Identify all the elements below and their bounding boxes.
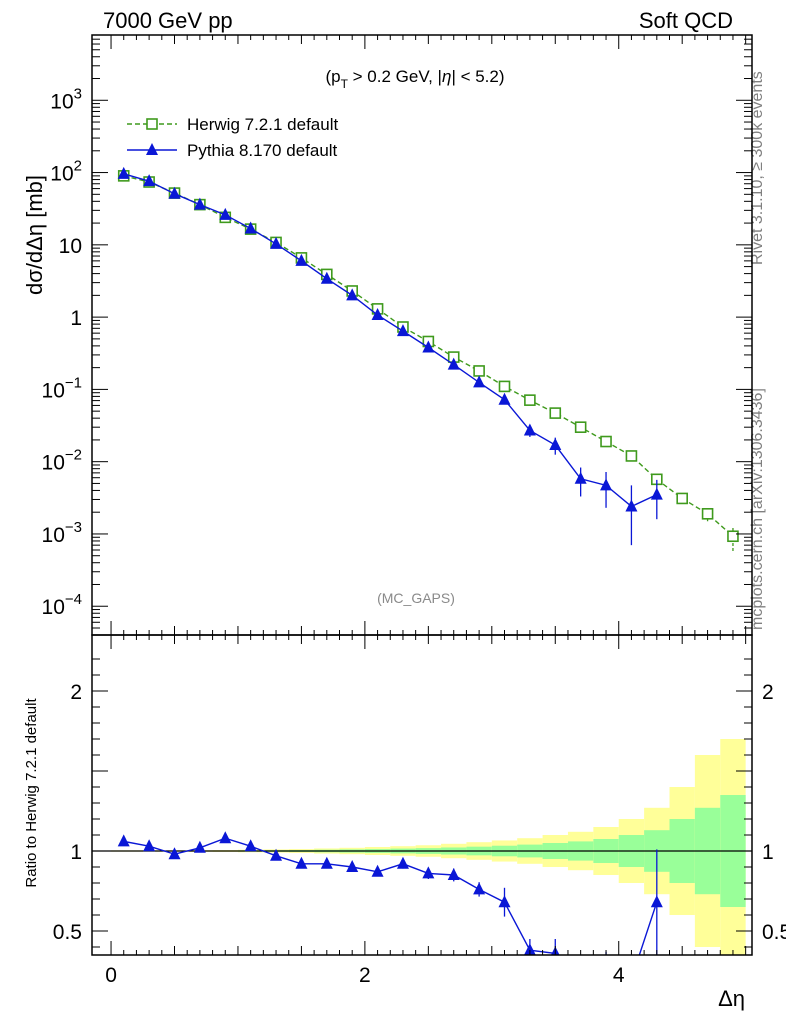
data-point <box>371 864 384 877</box>
header-left: 7000 GeV pp <box>103 8 233 33</box>
rivet-label: Rivet 3.1.10, ≥ 300k events <box>749 71 766 265</box>
data-point <box>650 895 663 908</box>
data-point <box>600 478 613 491</box>
data-point <box>473 882 486 895</box>
legend: Herwig 7.2.1 default Pythia 8.170 default <box>127 115 338 160</box>
ratio-y-axis-label: Ratio to Herwig 7.2.1 default <box>23 698 40 888</box>
ratio-y-tick-label-right: 0.5 <box>762 921 786 944</box>
y-tick-label: 102 <box>50 158 82 186</box>
data-point <box>219 207 232 220</box>
data-point <box>244 221 257 234</box>
data-point <box>473 375 486 388</box>
data-point <box>625 450 638 462</box>
series-line <box>123 173 658 508</box>
ratio-y-tick-label-left: 0.5 <box>53 921 82 944</box>
analysis-label: (MC_GAPS) <box>377 590 455 606</box>
ratio-y-tick-label-left: 1 <box>70 841 82 864</box>
data-point <box>371 307 384 320</box>
legend-label-pythia: Pythia 8.170 default <box>187 141 338 160</box>
series-line <box>123 175 734 537</box>
data-point <box>574 471 587 484</box>
ratio-bands <box>92 739 752 955</box>
data-point <box>295 856 308 869</box>
data-point <box>117 834 130 847</box>
y-tick-label: 10−3 <box>42 519 82 547</box>
x-tick-label: 2 <box>359 964 371 987</box>
data-point <box>574 421 587 433</box>
data-point <box>701 508 714 520</box>
y-tick-label: 10−2 <box>42 447 82 475</box>
data-point <box>117 166 130 179</box>
ratio-frame <box>91 634 753 956</box>
data-point <box>600 964 612 976</box>
data-point <box>549 438 562 451</box>
data-point <box>549 407 562 419</box>
data-point <box>498 380 511 393</box>
data-point <box>727 530 739 543</box>
data-point <box>346 860 359 872</box>
data-point <box>346 288 359 301</box>
data-point <box>244 839 257 852</box>
data-point <box>523 423 536 436</box>
y-tick-label: 10−4 <box>42 591 82 619</box>
header-right: Soft QCD <box>639 8 733 33</box>
main-plot-area <box>117 166 739 552</box>
main-title: (pT > 0.2 GeV, |η| < 5.2) <box>325 67 504 91</box>
data-point <box>575 974 587 986</box>
data-point <box>270 848 283 861</box>
data-point <box>295 253 308 266</box>
data-point <box>676 492 688 505</box>
data-point <box>523 943 536 955</box>
series-line <box>123 837 658 955</box>
data-point <box>219 831 232 844</box>
data-point <box>447 868 460 880</box>
ratio-y-tick-label-left: 2 <box>70 681 82 704</box>
data-point <box>498 392 511 405</box>
ratio-y-tick-label-right: 2 <box>762 681 774 704</box>
y-tick-label: 103 <box>50 85 82 113</box>
legend-label-herwig: Herwig 7.2.1 default <box>187 115 338 134</box>
data-point <box>422 340 435 353</box>
data-point <box>143 174 156 187</box>
data-point <box>193 840 206 853</box>
ratio-y-tick-label-right: 1 <box>762 841 774 864</box>
x-tick-label: 0 <box>105 964 117 987</box>
x-axis-label: Δη <box>718 986 745 1011</box>
data-point <box>600 435 612 448</box>
axes: 0 2 4 10−4 10−3 10−2 10−1 1 10 102 103 0.5 0.5 1 1 2 2 <box>42 34 786 987</box>
data-point <box>396 324 409 337</box>
data-point <box>650 487 663 500</box>
data-point <box>473 365 485 377</box>
data-point <box>625 972 637 984</box>
data-point <box>498 895 511 908</box>
legend-marker-pythia <box>146 143 158 155</box>
x-tick-label: 4 <box>613 964 625 987</box>
data-point <box>193 197 206 210</box>
data-point <box>396 856 409 869</box>
data-point <box>447 357 460 370</box>
data-point <box>143 839 156 852</box>
data-point <box>270 236 283 249</box>
data-point <box>168 847 181 860</box>
y-tick-label: 1 <box>70 307 82 330</box>
data-point <box>625 499 638 512</box>
main-y-axis-label: dσ/dΔη [mb] <box>22 175 47 295</box>
y-tick-label: 10−1 <box>42 374 82 402</box>
mcplots-label: mcplots.cern.ch [arXiv:1306.3436] <box>749 388 766 630</box>
data-point <box>320 271 333 284</box>
data-point <box>524 394 536 406</box>
data-point <box>422 866 435 879</box>
legend-marker-herwig <box>146 118 158 130</box>
y-tick-label: 10 <box>59 235 82 258</box>
data-point <box>320 856 333 869</box>
data-point <box>168 186 181 199</box>
